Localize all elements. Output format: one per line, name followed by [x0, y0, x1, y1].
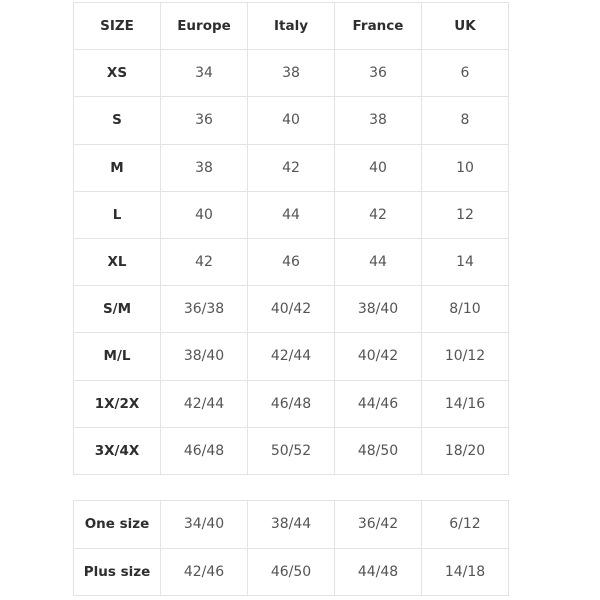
size-value-cell: 44: [247, 190, 335, 239]
column-header: France: [334, 1, 422, 51]
size-label-cell: S/M: [73, 285, 161, 334]
size-value-cell: 14/18: [421, 547, 509, 596]
column-header: Italy: [247, 1, 335, 51]
size-value-cell: 40/42: [247, 285, 335, 334]
size-value-cell: 36/42: [334, 500, 422, 549]
size-value-cell: 38/40: [160, 332, 248, 381]
size-label-cell: Plus size: [73, 547, 161, 596]
size-value-cell: 42: [247, 143, 335, 192]
size-label-cell: XL: [73, 237, 161, 287]
size-value-cell: 10: [421, 143, 509, 192]
size-value-cell: 46/50: [247, 547, 335, 596]
size-value-cell: 36: [334, 49, 422, 98]
size-label-cell: One size: [73, 500, 161, 549]
size-value-cell: 34/40: [160, 500, 248, 549]
table-row: One size 34/40 38/44 36/42 6/12: [73, 500, 509, 549]
size-value-cell: 46: [247, 237, 335, 287]
size-value-cell: 42/46: [160, 547, 248, 596]
size-value-cell: 8/10: [421, 285, 509, 334]
size-value-cell: 38/44: [247, 500, 335, 549]
column-header: Europe: [160, 1, 248, 51]
size-value-cell: 38: [334, 96, 422, 145]
table-row: M 38 42 40 10: [73, 143, 509, 192]
size-label-cell: M/L: [73, 332, 161, 381]
size-value-cell: 50/52: [247, 426, 335, 475]
size-value-cell: 38/40: [334, 285, 422, 334]
size-chart-table: SIZE Europe Italy France UK XS 34 38 36 6 S 36 40 38 8…: [73, 1, 509, 475]
size-label-cell: 3X/4X: [73, 426, 161, 475]
size-label-cell: M: [73, 143, 161, 192]
size-value-cell: 40: [160, 190, 248, 239]
size-value-cell: 38: [247, 49, 335, 98]
table-row: 1X/2X 42/44 46/48 44/46 14/16: [73, 379, 509, 428]
size-value-cell: 42: [334, 190, 422, 239]
table-row: S 36 40 38 8: [73, 96, 509, 145]
size-value-cell: 40: [334, 143, 422, 192]
size-value-cell: 40/42: [334, 332, 422, 381]
size-value-cell: 40: [247, 96, 335, 145]
size-value-cell: 10/12: [421, 332, 509, 381]
size-value-cell: 46/48: [247, 379, 335, 428]
table-row: L 40 44 42 12: [73, 190, 509, 239]
size-label-cell: 1X/2X: [73, 379, 161, 428]
table-row: XS 34 38 36 6: [73, 49, 509, 98]
table-row: M/L 38/40 42/44 40/42 10/12: [73, 332, 509, 381]
size-value-cell: 42/44: [247, 332, 335, 381]
size-value-cell: 36/38: [160, 285, 248, 334]
size-value-cell: 8: [421, 96, 509, 145]
table-row: XL 42 46 44 14: [73, 237, 509, 287]
special-size-table: One size 34/40 38/44 36/42 6/12 Plus size 42/4…: [73, 500, 509, 596]
size-value-cell: 46/48: [160, 426, 248, 475]
size-value-cell: 42/44: [160, 379, 248, 428]
size-value-cell: 44: [334, 237, 422, 287]
size-label-cell: XS: [73, 49, 161, 98]
size-value-cell: 36: [160, 96, 248, 145]
size-value-cell: 14/16: [421, 379, 509, 428]
header-row: SIZE Europe Italy France UK: [73, 1, 509, 51]
size-label-cell: L: [73, 190, 161, 239]
table-row: 3X/4X 46/48 50/52 48/50 18/20: [73, 426, 509, 475]
size-value-cell: 44/48: [334, 547, 422, 596]
table-row: Plus size 42/46 46/50 44/48 14/18: [73, 547, 509, 596]
size-value-cell: 14: [421, 237, 509, 287]
size-value-cell: 6: [421, 49, 509, 98]
size-value-cell: 6/12: [421, 500, 509, 549]
size-value-cell: 34: [160, 49, 248, 98]
size-value-cell: 44/46: [334, 379, 422, 428]
column-header: SIZE: [73, 1, 161, 51]
column-header: UK: [421, 1, 509, 51]
size-value-cell: 48/50: [334, 426, 422, 475]
size-value-cell: 12: [421, 190, 509, 239]
size-label-cell: S: [73, 96, 161, 145]
size-value-cell: 18/20: [421, 426, 509, 475]
size-value-cell: 38: [160, 143, 248, 192]
table-row: S/M 36/38 40/42 38/40 8/10: [73, 285, 509, 334]
size-value-cell: 42: [160, 237, 248, 287]
